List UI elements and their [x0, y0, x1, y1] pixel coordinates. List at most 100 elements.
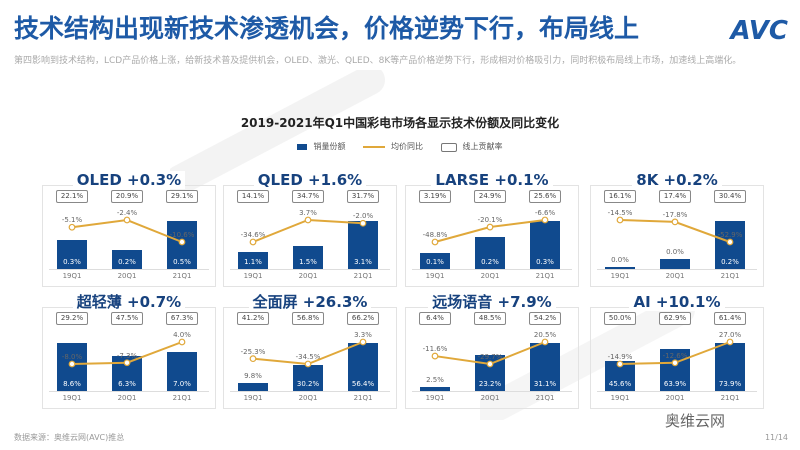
price-yoy-label: -6.6%	[534, 209, 556, 217]
price-yoy-point	[671, 218, 679, 226]
share-label: 1.1%	[244, 258, 262, 266]
baseline	[49, 391, 209, 392]
online-rate-box: 34.7%	[292, 190, 324, 203]
online-rate-box: 41.2%	[237, 312, 269, 325]
share-bar	[348, 221, 378, 269]
page-title: 技术结构出现新技术渗透机会，价格逆势下行，布局线上	[14, 14, 640, 43]
price-yoy-line	[434, 219, 546, 243]
price-yoy-label: -52.9%	[717, 231, 743, 239]
share-bar	[293, 365, 323, 391]
price-yoy-label: -29.7%	[477, 353, 503, 361]
share-label: 2.5%	[426, 376, 444, 385]
price-yoy-label: -14.9%	[607, 353, 633, 361]
share-bar	[660, 259, 690, 269]
share-bar	[660, 349, 690, 391]
baseline	[597, 391, 757, 392]
share-label: 0.3%	[536, 258, 554, 266]
wechat-watermark: 奥维云网	[665, 412, 726, 430]
share-label: 0.2%	[481, 258, 499, 266]
x-tick-label: 20Q1	[298, 394, 318, 402]
share-label: 0.5%	[173, 258, 191, 266]
baseline	[230, 269, 390, 270]
x-tick-label: 19Q1	[610, 272, 630, 280]
card-title: 全面屏 +26.3%	[224, 293, 396, 311]
price-yoy-label: -12.6%	[662, 351, 688, 360]
online-rate-box: 17.4%	[659, 190, 691, 203]
x-tick-label: 21Q1	[172, 394, 192, 402]
price-yoy-label: -14.5%	[607, 209, 633, 217]
price-yoy-point	[249, 238, 257, 246]
share-label: 0.2%	[721, 258, 739, 266]
share-bar	[238, 251, 268, 269]
x-tick-label: 21Q1	[353, 272, 373, 280]
share-bar	[605, 266, 635, 269]
card-title-text: 8K +0.2%	[632, 171, 722, 189]
x-tick-label: 21Q1	[720, 394, 740, 402]
share-label: 0.3%	[63, 258, 81, 266]
legend-bar-label: 销量份额	[313, 142, 346, 151]
price-yoy-point	[178, 338, 186, 346]
price-yoy-point	[726, 338, 734, 346]
price-yoy-label: 27.0%	[718, 331, 742, 339]
price-yoy-point	[304, 360, 312, 368]
x-tick-label: 20Q1	[665, 272, 685, 280]
price-yoy-point	[431, 238, 439, 246]
online-rate-box: 56.8%	[292, 312, 324, 325]
online-rate-box: 67.3%	[166, 312, 198, 325]
card-title-text: 超轻薄 +0.7%	[72, 293, 186, 311]
data-source: 数据来源：奥维云网(AVC)推总	[14, 433, 125, 442]
x-tick-label: 21Q1	[535, 394, 555, 402]
price-line-chart	[68, 216, 186, 246]
price-yoy-label: -17.8%	[662, 210, 688, 219]
online-rate-box: 20.9%	[111, 190, 143, 203]
chart-card: 全面屏 +26.3% 41.2% 9.8% -25.3% 19Q1 56.8% 30.2% -…	[223, 293, 397, 409]
baseline	[597, 269, 757, 270]
legend-bar-swatch	[297, 144, 308, 150]
x-tick-label: 21Q1	[535, 272, 555, 280]
online-rate-box: 29.2%	[56, 312, 88, 325]
online-rate-box: 22.1%	[56, 190, 88, 203]
online-rate-box: 25.6%	[529, 190, 561, 203]
x-tick-label: 19Q1	[62, 272, 82, 280]
share-bar	[238, 382, 268, 391]
baseline	[49, 269, 209, 270]
card-title: LARSE +0.1%	[406, 171, 578, 189]
x-tick-label: 21Q1	[720, 272, 740, 280]
x-tick-label: 19Q1	[243, 394, 263, 402]
page-number: 11/14	[764, 433, 788, 442]
price-line-chart	[249, 338, 367, 368]
baseline	[412, 269, 572, 270]
price-yoy-point	[178, 238, 186, 246]
legend-box-swatch	[440, 142, 457, 152]
share-label: 56.4%	[351, 380, 375, 388]
card-title: 超轻薄 +0.7%	[43, 293, 215, 311]
price-yoy-point	[68, 223, 76, 231]
x-tick-label: 19Q1	[425, 394, 445, 402]
card-title-text: 全面屏 +26.3%	[248, 293, 372, 311]
price-yoy-point	[726, 238, 734, 246]
share-bar	[475, 237, 505, 269]
online-rate-box: 29.1%	[166, 190, 198, 203]
share-bar	[530, 221, 560, 269]
legend-line-swatch	[363, 146, 385, 148]
price-yoy-label: 3.7%	[299, 209, 317, 217]
share-bar	[715, 343, 745, 391]
online-rate-box: 30.4%	[714, 190, 746, 203]
x-tick-label: 19Q1	[62, 394, 82, 402]
card-title: 远场语音 +7.9%	[406, 293, 578, 311]
online-rate-box: 54.2%	[529, 312, 561, 325]
price-yoy-point	[671, 359, 679, 367]
x-tick-label: 20Q1	[665, 394, 685, 402]
online-rate-box: 16.1%	[604, 190, 636, 203]
card-title: QLED +1.6%	[224, 171, 396, 189]
price-line-chart	[68, 338, 186, 368]
legend-box-label: 线上贡献率	[462, 142, 503, 151]
card-title-text: OLED +0.3%	[72, 171, 186, 189]
online-rate-box: 24.9%	[474, 190, 506, 203]
card-title-text: 远场语音 +7.9%	[428, 293, 556, 311]
share-label: 73.9%	[718, 380, 742, 388]
price-yoy-label: -2.4%	[116, 209, 138, 217]
subtitle: 第四影响到技术结构，LCD产品价格上涨，给新技术普及提供机会，OLED、激光、Q…	[14, 56, 742, 66]
share-bar	[112, 249, 142, 269]
share-label: 0.1%	[426, 258, 444, 266]
